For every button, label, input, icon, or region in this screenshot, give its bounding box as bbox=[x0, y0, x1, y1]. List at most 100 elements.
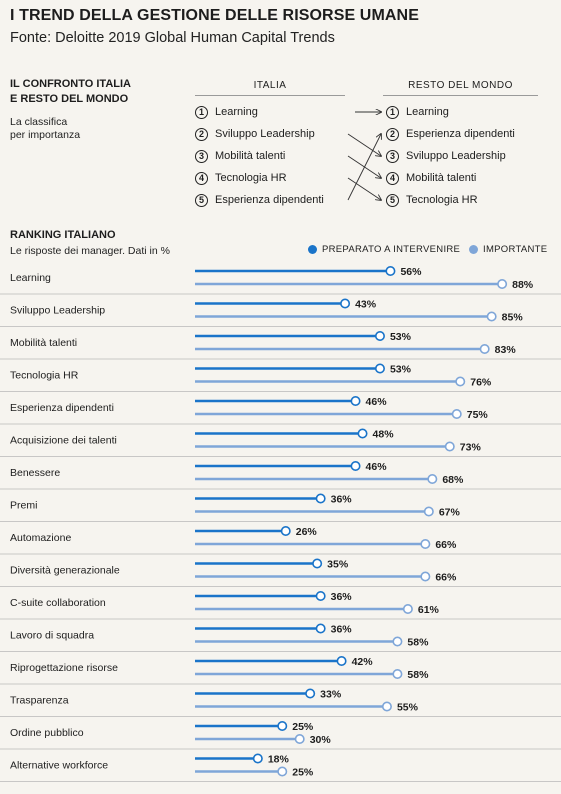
value-label-importante: 61% bbox=[418, 604, 440, 616]
marker-importante bbox=[497, 278, 508, 289]
marker-importante bbox=[427, 474, 438, 485]
value-label-importante: 67% bbox=[439, 507, 461, 519]
rank-label: Mobilità talenti bbox=[406, 172, 477, 184]
italia-rank-item: 2 Sviluppo Leadership bbox=[195, 126, 315, 142]
marker-preparato bbox=[357, 428, 368, 439]
category-label: Acquisizione dei talenti bbox=[10, 435, 117, 447]
ranking-chart: Learning 56% 88% Sviluppo Leadership 43% 85% M… bbox=[0, 266, 561, 782]
marker-preparato bbox=[385, 266, 396, 276]
marker-importante bbox=[381, 701, 392, 712]
value-label-importante: 25% bbox=[292, 767, 314, 779]
italia-rank-item: 4 Tecnologia HR bbox=[195, 170, 287, 186]
rank-number-badge: 3 bbox=[195, 149, 208, 163]
world-rank-item: 5 Tecnologia HR bbox=[386, 192, 478, 208]
category-label: C-suite collaboration bbox=[10, 597, 106, 609]
category-label: Benessere bbox=[10, 467, 60, 479]
world-rank-item: 4 Mobilità talenti bbox=[386, 170, 476, 186]
category-label: Riprogettazione risorse bbox=[10, 662, 118, 674]
marker-importante bbox=[402, 603, 413, 614]
value-label-preparato: 53% bbox=[390, 331, 412, 343]
ranking-heading: RANKING ITALIANO bbox=[10, 229, 116, 241]
value-label-preparato: 43% bbox=[355, 299, 377, 311]
legend-label-importante: IMPORTANTE bbox=[483, 244, 548, 255]
italia-rank-item: 5 Esperienza dipendenti bbox=[195, 192, 324, 208]
marker-preparato bbox=[280, 525, 291, 536]
marker-preparato bbox=[374, 363, 385, 374]
value-label-importante: 58% bbox=[407, 669, 429, 681]
world-rank-item: 3 Sviluppo Leadership bbox=[386, 148, 506, 164]
marker-preparato bbox=[305, 688, 316, 699]
connector-arrow bbox=[347, 133, 381, 156]
legend-item-importante: IMPORTANTE bbox=[469, 244, 547, 255]
value-label-preparato: 46% bbox=[366, 461, 388, 473]
category-label: Alternative workforce bbox=[10, 760, 108, 772]
comparison-heading-line2: E RESTO DEL MONDO bbox=[10, 93, 129, 105]
marker-preparato bbox=[315, 623, 326, 634]
connector-arrow bbox=[347, 155, 381, 178]
ranking-sub: Le risposte dei manager. Dati in % bbox=[10, 245, 170, 257]
rank-number-badge: 5 bbox=[195, 193, 208, 207]
marker-importante bbox=[294, 733, 305, 744]
marker-preparato bbox=[277, 720, 288, 731]
marker-importante bbox=[444, 441, 455, 452]
marker-preparato bbox=[374, 331, 385, 342]
value-label-preparato: 26% bbox=[296, 526, 318, 538]
value-label-preparato: 42% bbox=[352, 656, 374, 668]
value-label-preparato: 46% bbox=[366, 396, 388, 408]
category-label: Tecnologia HR bbox=[10, 370, 79, 382]
chart-title: I TREND DELLA GESTIONE DELLE RISORSE UMA… bbox=[10, 7, 419, 24]
marker-importante bbox=[486, 311, 497, 322]
value-label-preparato: 36% bbox=[331, 624, 353, 636]
value-label-importante: 83% bbox=[495, 344, 517, 356]
legend-swatch-preparato bbox=[308, 245, 317, 254]
marker-importante bbox=[392, 668, 403, 679]
value-label-preparato: 53% bbox=[390, 364, 412, 376]
rank-label: Tecnologia HR bbox=[406, 194, 478, 206]
value-label-preparato: 48% bbox=[373, 429, 395, 441]
italia-column-header: ITALIA bbox=[253, 80, 287, 91]
rank-label: Esperienza dipendenti bbox=[406, 128, 515, 140]
marker-importante bbox=[479, 344, 490, 355]
value-label-preparato: 35% bbox=[327, 559, 349, 571]
value-label-importante: 88% bbox=[512, 279, 534, 291]
marker-preparato bbox=[315, 590, 326, 601]
category-label: Ordine pubblico bbox=[10, 727, 84, 739]
category-label: Diversità generazionale bbox=[10, 565, 120, 577]
marker-importante bbox=[392, 636, 403, 647]
value-label-importante: 55% bbox=[397, 702, 419, 714]
value-label-importante: 73% bbox=[460, 442, 482, 454]
value-label-preparato: 33% bbox=[320, 689, 342, 701]
marker-preparato bbox=[350, 396, 361, 407]
value-label-importante: 85% bbox=[502, 312, 524, 324]
value-label-importante: 30% bbox=[310, 734, 332, 746]
value-label-importante: 66% bbox=[435, 572, 457, 584]
value-label-importante: 66% bbox=[435, 539, 457, 551]
comparison-sub-line2: per importanza bbox=[10, 129, 81, 141]
category-label: Lavoro di squadra bbox=[10, 630, 94, 642]
value-label-preparato: 25% bbox=[292, 721, 314, 733]
category-label: Mobilità talenti bbox=[10, 337, 77, 349]
category-label: Trasparenza bbox=[10, 695, 69, 707]
category-label: Esperienza dipendenti bbox=[10, 402, 114, 414]
world-rank-item: 2 Esperienza dipendenti bbox=[386, 126, 515, 142]
rank-label: Learning bbox=[406, 106, 449, 118]
rank-label: Mobilità talenti bbox=[215, 150, 286, 162]
rank-number-badge: 2 bbox=[386, 127, 399, 141]
marker-importante bbox=[455, 376, 466, 387]
value-label-importante: 58% bbox=[407, 637, 429, 649]
marker-preparato bbox=[336, 655, 347, 666]
rank-number-badge: 4 bbox=[195, 171, 208, 185]
italia-column-rule bbox=[195, 95, 345, 96]
marker-preparato bbox=[340, 298, 351, 309]
legend-swatch-importante bbox=[469, 245, 478, 254]
marker-preparato bbox=[350, 461, 361, 472]
rank-label: Sviluppo Leadership bbox=[406, 150, 506, 162]
world-column-header: RESTO DEL MONDO bbox=[408, 80, 513, 91]
marker-importante bbox=[277, 766, 288, 777]
connector-arrow bbox=[347, 177, 381, 200]
category-label: Sviluppo Leadership bbox=[10, 305, 105, 317]
rank-label: Sviluppo Leadership bbox=[215, 128, 315, 140]
rank-label: Esperienza dipendenti bbox=[215, 194, 324, 206]
rank-number-badge: 4 bbox=[386, 171, 399, 185]
marker-preparato bbox=[252, 753, 263, 764]
